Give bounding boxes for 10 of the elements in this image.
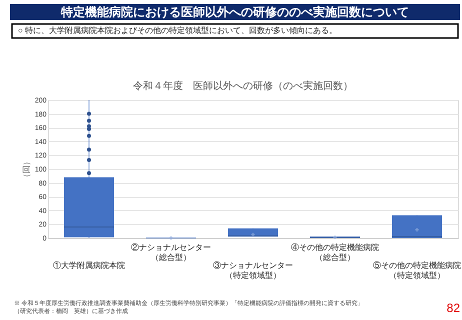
- text: 82: [446, 301, 460, 315]
- x-tick-label: ②ナショナルセンター（総合型）: [131, 243, 211, 262]
- x-tick-label: ①大学附属病院本院: [53, 261, 125, 270]
- chart-title: 特定機能病院における医師以外への研修ののべ実施回数について: [60, 5, 409, 19]
- x-tick-label: ③ナショナルセンター（特定領域型）: [213, 261, 293, 280]
- x-tick-label: ⑤その他の特定機能病院（特定領域型）: [373, 261, 461, 280]
- chart-subtitle: ○ 特に、大学附属病院本院およびその他の特定領域型において、回数が多い傾向にある。: [18, 26, 338, 35]
- text: 令和４年度 医師以外への研修（のべ実施回数）: [133, 80, 353, 92]
- y-axis-title: （回）: [22, 158, 31, 182]
- x-tick-label: ④その他の特定機能病院（総合型）: [291, 243, 379, 262]
